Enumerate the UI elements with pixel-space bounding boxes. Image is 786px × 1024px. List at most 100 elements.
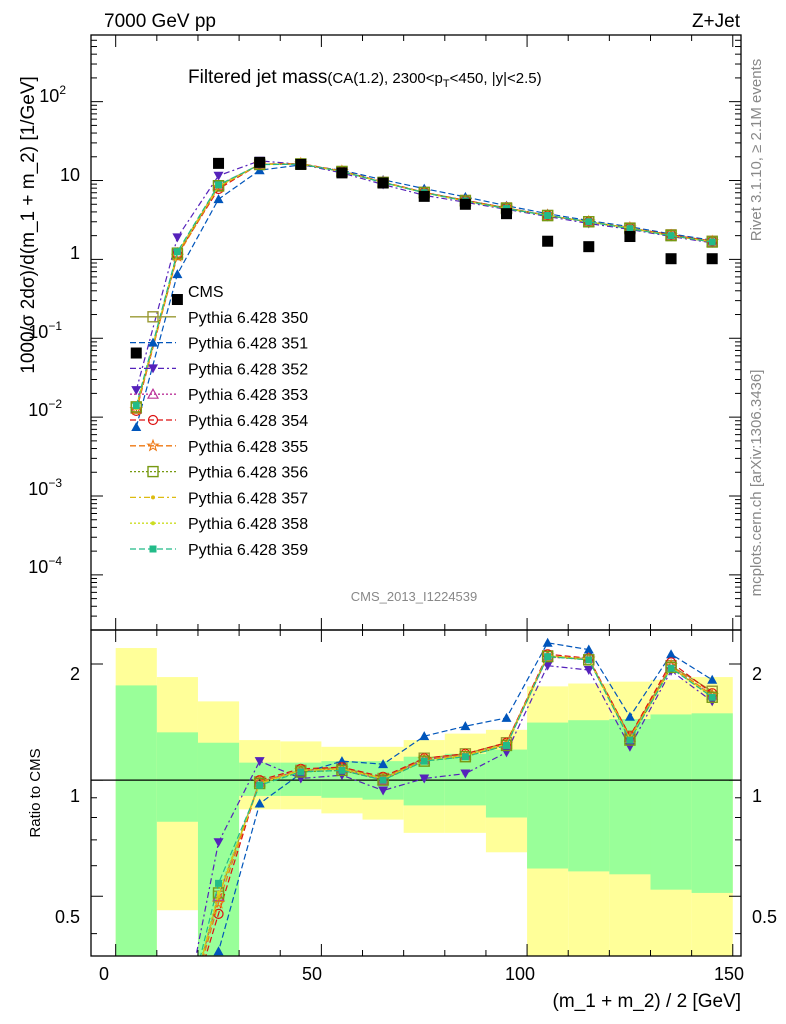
legend-marker [146, 438, 160, 452]
ratio-point [297, 768, 305, 776]
legend-item-357: Pythia 6.428 357 [130, 490, 308, 507]
ratio-point [585, 656, 593, 664]
band-green [239, 762, 281, 796]
ratio-y-axis-label: Ratio to CMS [27, 748, 44, 837]
series-point [213, 194, 224, 204]
cms-data-point [624, 231, 636, 243]
ratio-ytick-0.5-right: 0.5 [752, 907, 777, 927]
main-y-tick-labels: 102 10 1 10−1 10−2 10−3 10−4 [28, 83, 80, 577]
ratio-point [583, 644, 594, 654]
ratio-point [461, 753, 469, 761]
band-green [568, 720, 610, 872]
cms-data-point [542, 235, 554, 247]
legend-marker [151, 495, 155, 500]
legend-label: Pythia 6.428 354 [188, 413, 308, 430]
legend-marker [147, 311, 159, 323]
energy-label: 7000 GeV pp [104, 11, 216, 32]
ratio-point [215, 879, 223, 887]
ratio-point [213, 838, 224, 848]
legend-label: CMS [188, 284, 224, 301]
ratio-point [420, 757, 428, 765]
ratio-uncertainty-bands [91, 648, 741, 956]
series-point [212, 179, 225, 192]
ratio-point [665, 661, 677, 674]
xtick-150: 150 [714, 964, 744, 984]
cms-data-point [295, 158, 307, 170]
ratio-line [205, 653, 713, 956]
ratio-point [460, 721, 471, 731]
legend-item-351: Pythia 6.428 351 [130, 336, 308, 353]
ratio-point [460, 769, 471, 779]
ratio-series-lines [195, 637, 719, 956]
ratio-point [542, 637, 553, 647]
band-green [485, 749, 528, 818]
ratio-point [256, 781, 264, 789]
ratio-point [706, 691, 718, 703]
ytick-0.001: 10−3 [28, 476, 62, 499]
ytick-100: 102 [39, 83, 66, 106]
cms-data-point [706, 253, 718, 265]
ratio-point [707, 674, 718, 684]
band-green [691, 713, 733, 893]
series-point [130, 401, 142, 413]
ratio-y-tick-labels: 0.5 1 2 0.5 1 2 [55, 664, 777, 927]
series-point [132, 402, 140, 410]
series-point [172, 269, 183, 279]
ratio-series-359 [199, 653, 716, 956]
series-point [131, 386, 142, 396]
ratio-ytick-2-left: 2 [70, 664, 80, 684]
legend-item-350: Pythia 6.428 350 [130, 310, 308, 327]
cms-data-point [583, 241, 595, 253]
xtick-50: 50 [302, 964, 322, 984]
ratio-point [583, 654, 595, 666]
band-green [115, 685, 157, 956]
series-point [626, 225, 634, 233]
legend-label: Pythia 6.428 350 [188, 310, 308, 327]
rivet-label: Rivet 3.1.10, ≥ 2.1M events [748, 59, 765, 242]
ratio-point [419, 731, 430, 741]
band-green [527, 722, 569, 869]
legend-item-355: Pythia 6.428 355 [130, 438, 308, 456]
series-point [708, 238, 716, 246]
axes-frames [90, 34, 742, 957]
main-plot-frame [90, 34, 742, 631]
ratio-point [216, 890, 221, 895]
legend-item-359: Pythia 6.428 359 [130, 542, 308, 559]
cms-data-point [377, 177, 389, 189]
plot-title-subscript: T [443, 78, 450, 90]
analysis-watermark: CMS_2013_I1224539 [351, 589, 478, 604]
ratio-ytick-1-left: 1 [70, 786, 80, 806]
ratio-point [377, 774, 389, 786]
process-label: Z+Jet [692, 11, 741, 32]
ratio-point [254, 798, 265, 808]
band-green [156, 732, 198, 822]
cms-data-point [501, 208, 513, 220]
legend-marker [146, 387, 160, 399]
ratio-point [626, 736, 634, 744]
cms-data-point [336, 167, 348, 179]
ratio-point [708, 693, 716, 701]
cms-data-point [130, 347, 142, 359]
main-y-axis-label: 1000/σ 2dσ)/d(m_1 + m_2) [1/GeV] [18, 76, 39, 374]
legend-marker [149, 545, 157, 553]
legend-item-cms: CMS [188, 284, 224, 301]
x-axis-label: (m_1 + m_2) / 2 [GeV] [553, 991, 742, 1012]
series-point [172, 233, 183, 243]
series-point [131, 421, 142, 431]
series-point [585, 218, 593, 226]
ratio-point [501, 712, 512, 722]
ratio-ytick-2-right: 2 [752, 664, 762, 684]
legend-label: Pythia 6.428 353 [188, 387, 308, 404]
ytick-10: 10 [60, 165, 80, 185]
ratio-point [378, 759, 389, 769]
ratio-point [213, 946, 224, 956]
series-point [211, 180, 226, 194]
ratio-point [503, 741, 511, 749]
ratio-ytick-1-right: 1 [752, 786, 762, 806]
plot-title-main: Filtered jet mass [188, 67, 327, 88]
legend-item-352: Pythia 6.428 352 [130, 361, 308, 378]
legend-label: Pythia 6.428 357 [188, 490, 308, 507]
ytick-0.0001: 10−4 [28, 554, 62, 577]
legend-item-358: Pythia 6.428 358 [130, 516, 308, 533]
legend-marker [148, 337, 158, 347]
